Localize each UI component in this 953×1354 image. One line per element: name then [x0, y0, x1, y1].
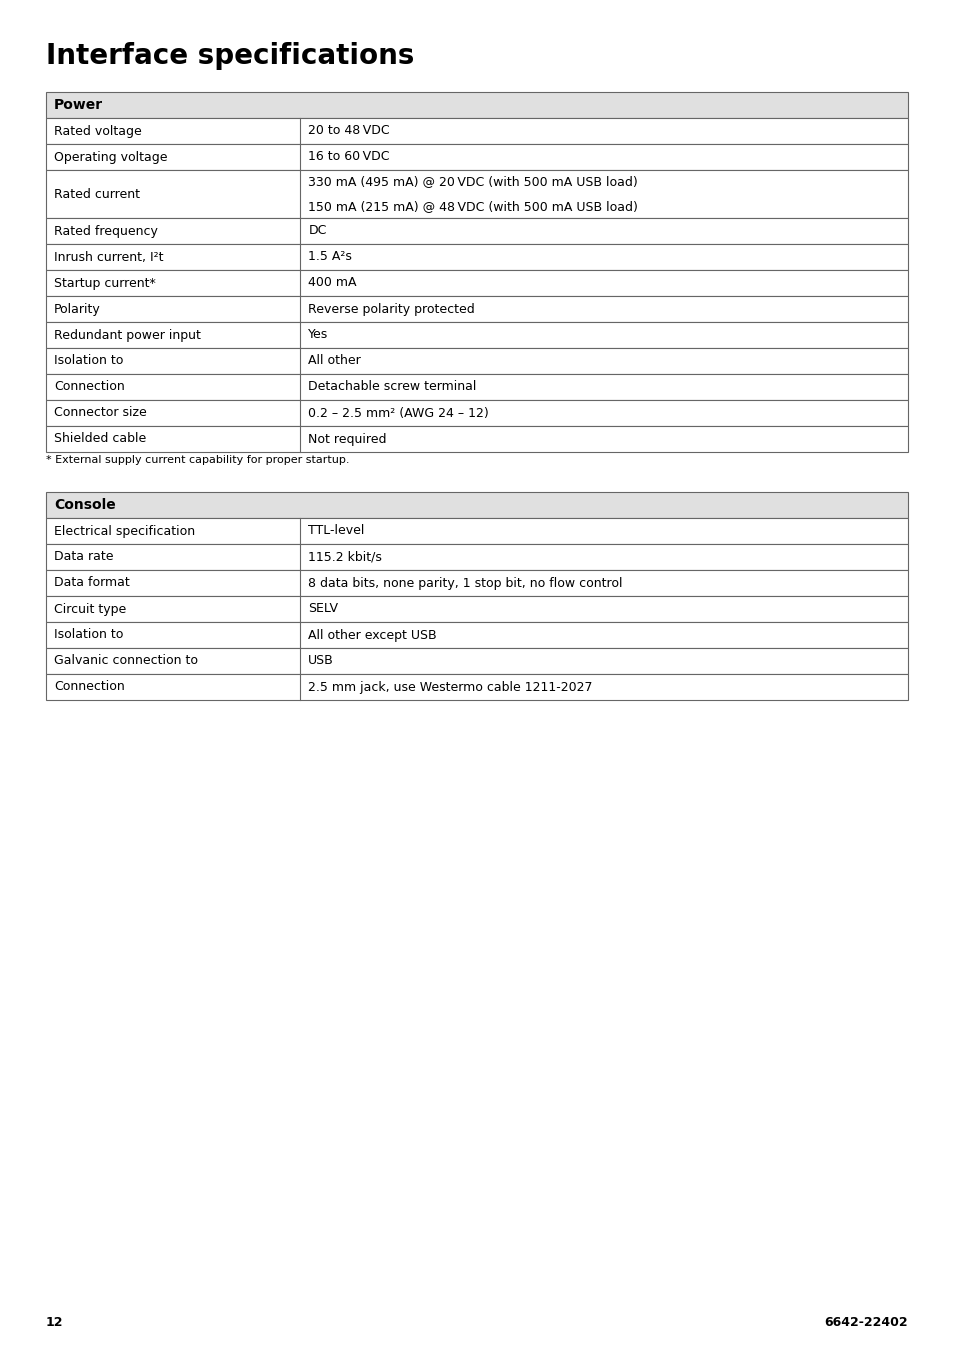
Text: Detachable screw terminal: Detachable screw terminal — [308, 380, 476, 394]
Text: DC: DC — [308, 225, 326, 237]
Text: 150 mA (215 mA) @ 48 VDC (with 500 mA USB load): 150 mA (215 mA) @ 48 VDC (with 500 mA US… — [308, 200, 638, 214]
Text: Operating voltage: Operating voltage — [54, 150, 168, 164]
Bar — [46, 544, 907, 570]
Text: Rated frequency: Rated frequency — [54, 225, 157, 237]
Text: Data rate: Data rate — [54, 551, 113, 563]
Text: Shielded cable: Shielded cable — [54, 432, 146, 445]
Text: 6642-22402: 6642-22402 — [823, 1316, 907, 1328]
Text: TTL-level: TTL-level — [308, 524, 364, 538]
Text: Connection: Connection — [54, 681, 125, 693]
Text: Console: Console — [54, 498, 115, 512]
Bar — [46, 570, 907, 596]
Bar — [46, 269, 907, 297]
Text: Redundant power input: Redundant power input — [54, 329, 201, 341]
Text: Power: Power — [54, 97, 103, 112]
Text: SELV: SELV — [308, 603, 338, 616]
Text: Startup current*: Startup current* — [54, 276, 155, 290]
Bar — [46, 374, 907, 399]
Text: Reverse polarity protected: Reverse polarity protected — [308, 302, 475, 315]
Text: Isolation to: Isolation to — [54, 355, 123, 367]
Text: 330 mA (495 mA) @ 20 VDC (with 500 mA USB load): 330 mA (495 mA) @ 20 VDC (with 500 mA US… — [308, 175, 638, 188]
Text: Not required: Not required — [308, 432, 386, 445]
Text: 0.2 – 2.5 mm² (AWG 24 – 12): 0.2 – 2.5 mm² (AWG 24 – 12) — [308, 406, 489, 420]
Bar — [46, 244, 907, 269]
Text: Inrush current, I²t: Inrush current, I²t — [54, 250, 163, 264]
Text: Yes: Yes — [308, 329, 328, 341]
Bar — [46, 171, 907, 218]
Text: 20 to 48 VDC: 20 to 48 VDC — [308, 125, 390, 138]
Text: All other: All other — [308, 355, 360, 367]
Text: Electrical specification: Electrical specification — [54, 524, 195, 538]
Bar — [46, 297, 907, 322]
Bar — [46, 596, 907, 621]
Text: Connector size: Connector size — [54, 406, 147, 420]
Bar — [46, 144, 907, 171]
Text: Polarity: Polarity — [54, 302, 101, 315]
Bar — [46, 427, 907, 452]
Bar — [46, 519, 907, 544]
Text: Isolation to: Isolation to — [54, 628, 123, 642]
Bar — [46, 218, 907, 244]
Bar — [46, 118, 907, 144]
Bar — [46, 348, 907, 374]
Bar — [46, 399, 907, 427]
Text: Connection: Connection — [54, 380, 125, 394]
Text: Rated current: Rated current — [54, 187, 140, 200]
Text: Rated voltage: Rated voltage — [54, 125, 142, 138]
Text: 400 mA: 400 mA — [308, 276, 356, 290]
Text: Circuit type: Circuit type — [54, 603, 126, 616]
Text: * External supply current capability for proper startup.: * External supply current capability for… — [46, 455, 349, 464]
Bar — [46, 322, 907, 348]
Bar — [46, 492, 907, 519]
Text: 2.5 mm jack, use Westermo cable 1211-2027: 2.5 mm jack, use Westermo cable 1211-202… — [308, 681, 592, 693]
Text: 16 to 60 VDC: 16 to 60 VDC — [308, 150, 390, 164]
Text: Interface specifications: Interface specifications — [46, 42, 414, 70]
Bar — [46, 621, 907, 649]
Bar — [46, 649, 907, 674]
Text: USB: USB — [308, 654, 334, 668]
Text: 1.5 A²s: 1.5 A²s — [308, 250, 352, 264]
Text: 12: 12 — [46, 1316, 64, 1328]
Text: Data format: Data format — [54, 577, 130, 589]
Text: All other except USB: All other except USB — [308, 628, 436, 642]
Text: 8 data bits, none parity, 1 stop bit, no flow control: 8 data bits, none parity, 1 stop bit, no… — [308, 577, 622, 589]
Bar — [46, 674, 907, 700]
Text: 115.2 kbit/s: 115.2 kbit/s — [308, 551, 382, 563]
Bar — [46, 92, 907, 118]
Text: Galvanic connection to: Galvanic connection to — [54, 654, 198, 668]
